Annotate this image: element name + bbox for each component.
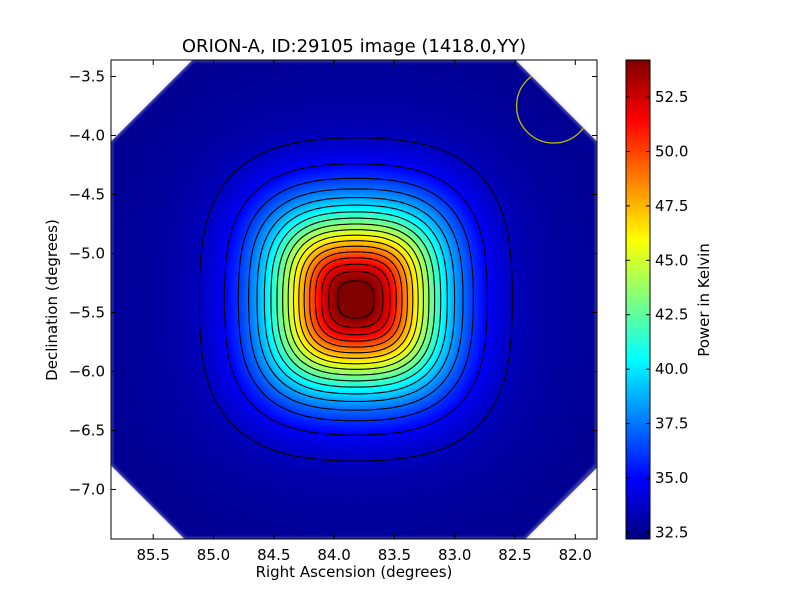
x-axis-ticks: 85.5 85.0 84.5 84.0 83.5 83.0 82.5 82.0 bbox=[137, 60, 592, 564]
y-tick-label: −4.5 bbox=[69, 185, 105, 203]
chart-title: ORION-A, ID:29105 image (1418.0,YY) bbox=[182, 36, 526, 57]
colorbar-tick-label: 32.5 bbox=[655, 523, 688, 541]
contour-line bbox=[321, 263, 391, 336]
contour-line bbox=[263, 204, 448, 395]
contour-line bbox=[337, 280, 375, 319]
contour-line bbox=[287, 229, 424, 370]
y-tick-label: −4.0 bbox=[69, 127, 105, 145]
x-tick-label: 85.5 bbox=[137, 546, 170, 564]
contour-line bbox=[303, 245, 408, 354]
contour-line bbox=[270, 211, 442, 388]
y-tick-label: −5.5 bbox=[69, 303, 105, 321]
contour-line bbox=[223, 163, 488, 436]
x-tick-label: 82.0 bbox=[559, 546, 592, 564]
contour-line bbox=[282, 223, 430, 376]
colorbar-label: Power in Kelvin bbox=[695, 243, 713, 357]
x-tick-label: 85.0 bbox=[197, 546, 230, 564]
x-tick-label: 83.0 bbox=[438, 546, 471, 564]
contour-line bbox=[328, 271, 384, 328]
contour-line bbox=[276, 217, 436, 382]
contour-line bbox=[314, 257, 397, 342]
y-tick-label: −3.5 bbox=[69, 68, 105, 86]
colorbar-frame bbox=[625, 59, 651, 540]
colorbar: 32.5 35.0 37.5 40.0 42.5 45.0 47.5 50.0 52.5 Pow… bbox=[625, 59, 713, 541]
y-axis-ticks: −3.5 −4.0 −4.5 −5.0 −5.5 −6.0 −6.5 −7.0 bbox=[69, 68, 597, 498]
contour-lines bbox=[198, 137, 513, 462]
contour-line bbox=[292, 234, 419, 365]
y-tick-label: −7.0 bbox=[69, 480, 105, 498]
y-tick-label: −6.5 bbox=[69, 421, 105, 439]
heatmap-image bbox=[111, 60, 597, 539]
colorbar-tick-label: 37.5 bbox=[655, 415, 688, 433]
y-tick-label: −6.0 bbox=[69, 362, 105, 380]
colorbar-tick-label: 42.5 bbox=[655, 306, 688, 324]
contour-line bbox=[248, 188, 464, 411]
plot-area bbox=[110, 59, 598, 540]
x-tick-label: 82.5 bbox=[498, 546, 531, 564]
colorbar-tick-label: 45.0 bbox=[655, 251, 688, 269]
contour-line bbox=[298, 240, 414, 359]
y-axis-label: Declination (degrees) bbox=[43, 219, 61, 381]
colorbar-tick-label: 52.5 bbox=[655, 88, 688, 106]
plot-frame bbox=[110, 59, 598, 540]
colorbar-gradient bbox=[626, 60, 650, 539]
colorbar-ticks: 32.5 35.0 37.5 40.0 42.5 45.0 47.5 50.0 52.5 bbox=[626, 88, 688, 541]
contour-line bbox=[198, 137, 513, 462]
x-tick-label: 84.0 bbox=[317, 546, 350, 564]
contour-line bbox=[309, 251, 403, 348]
y-tick-label: −5.0 bbox=[69, 244, 105, 262]
colorbar-tick-label: 50.0 bbox=[655, 142, 688, 160]
colorbar-tick-label: 40.0 bbox=[655, 360, 688, 378]
contour-line bbox=[237, 177, 474, 422]
x-tick-label: 84.5 bbox=[257, 546, 290, 564]
contour-line bbox=[256, 196, 456, 403]
x-tick-label: 83.5 bbox=[378, 546, 411, 564]
image-boundary bbox=[111, 60, 597, 539]
colorbar-tick-label: 47.5 bbox=[655, 197, 688, 215]
x-axis-label: Right Ascension (degrees) bbox=[256, 563, 453, 581]
colorbar-tick-label: 35.0 bbox=[655, 469, 688, 487]
